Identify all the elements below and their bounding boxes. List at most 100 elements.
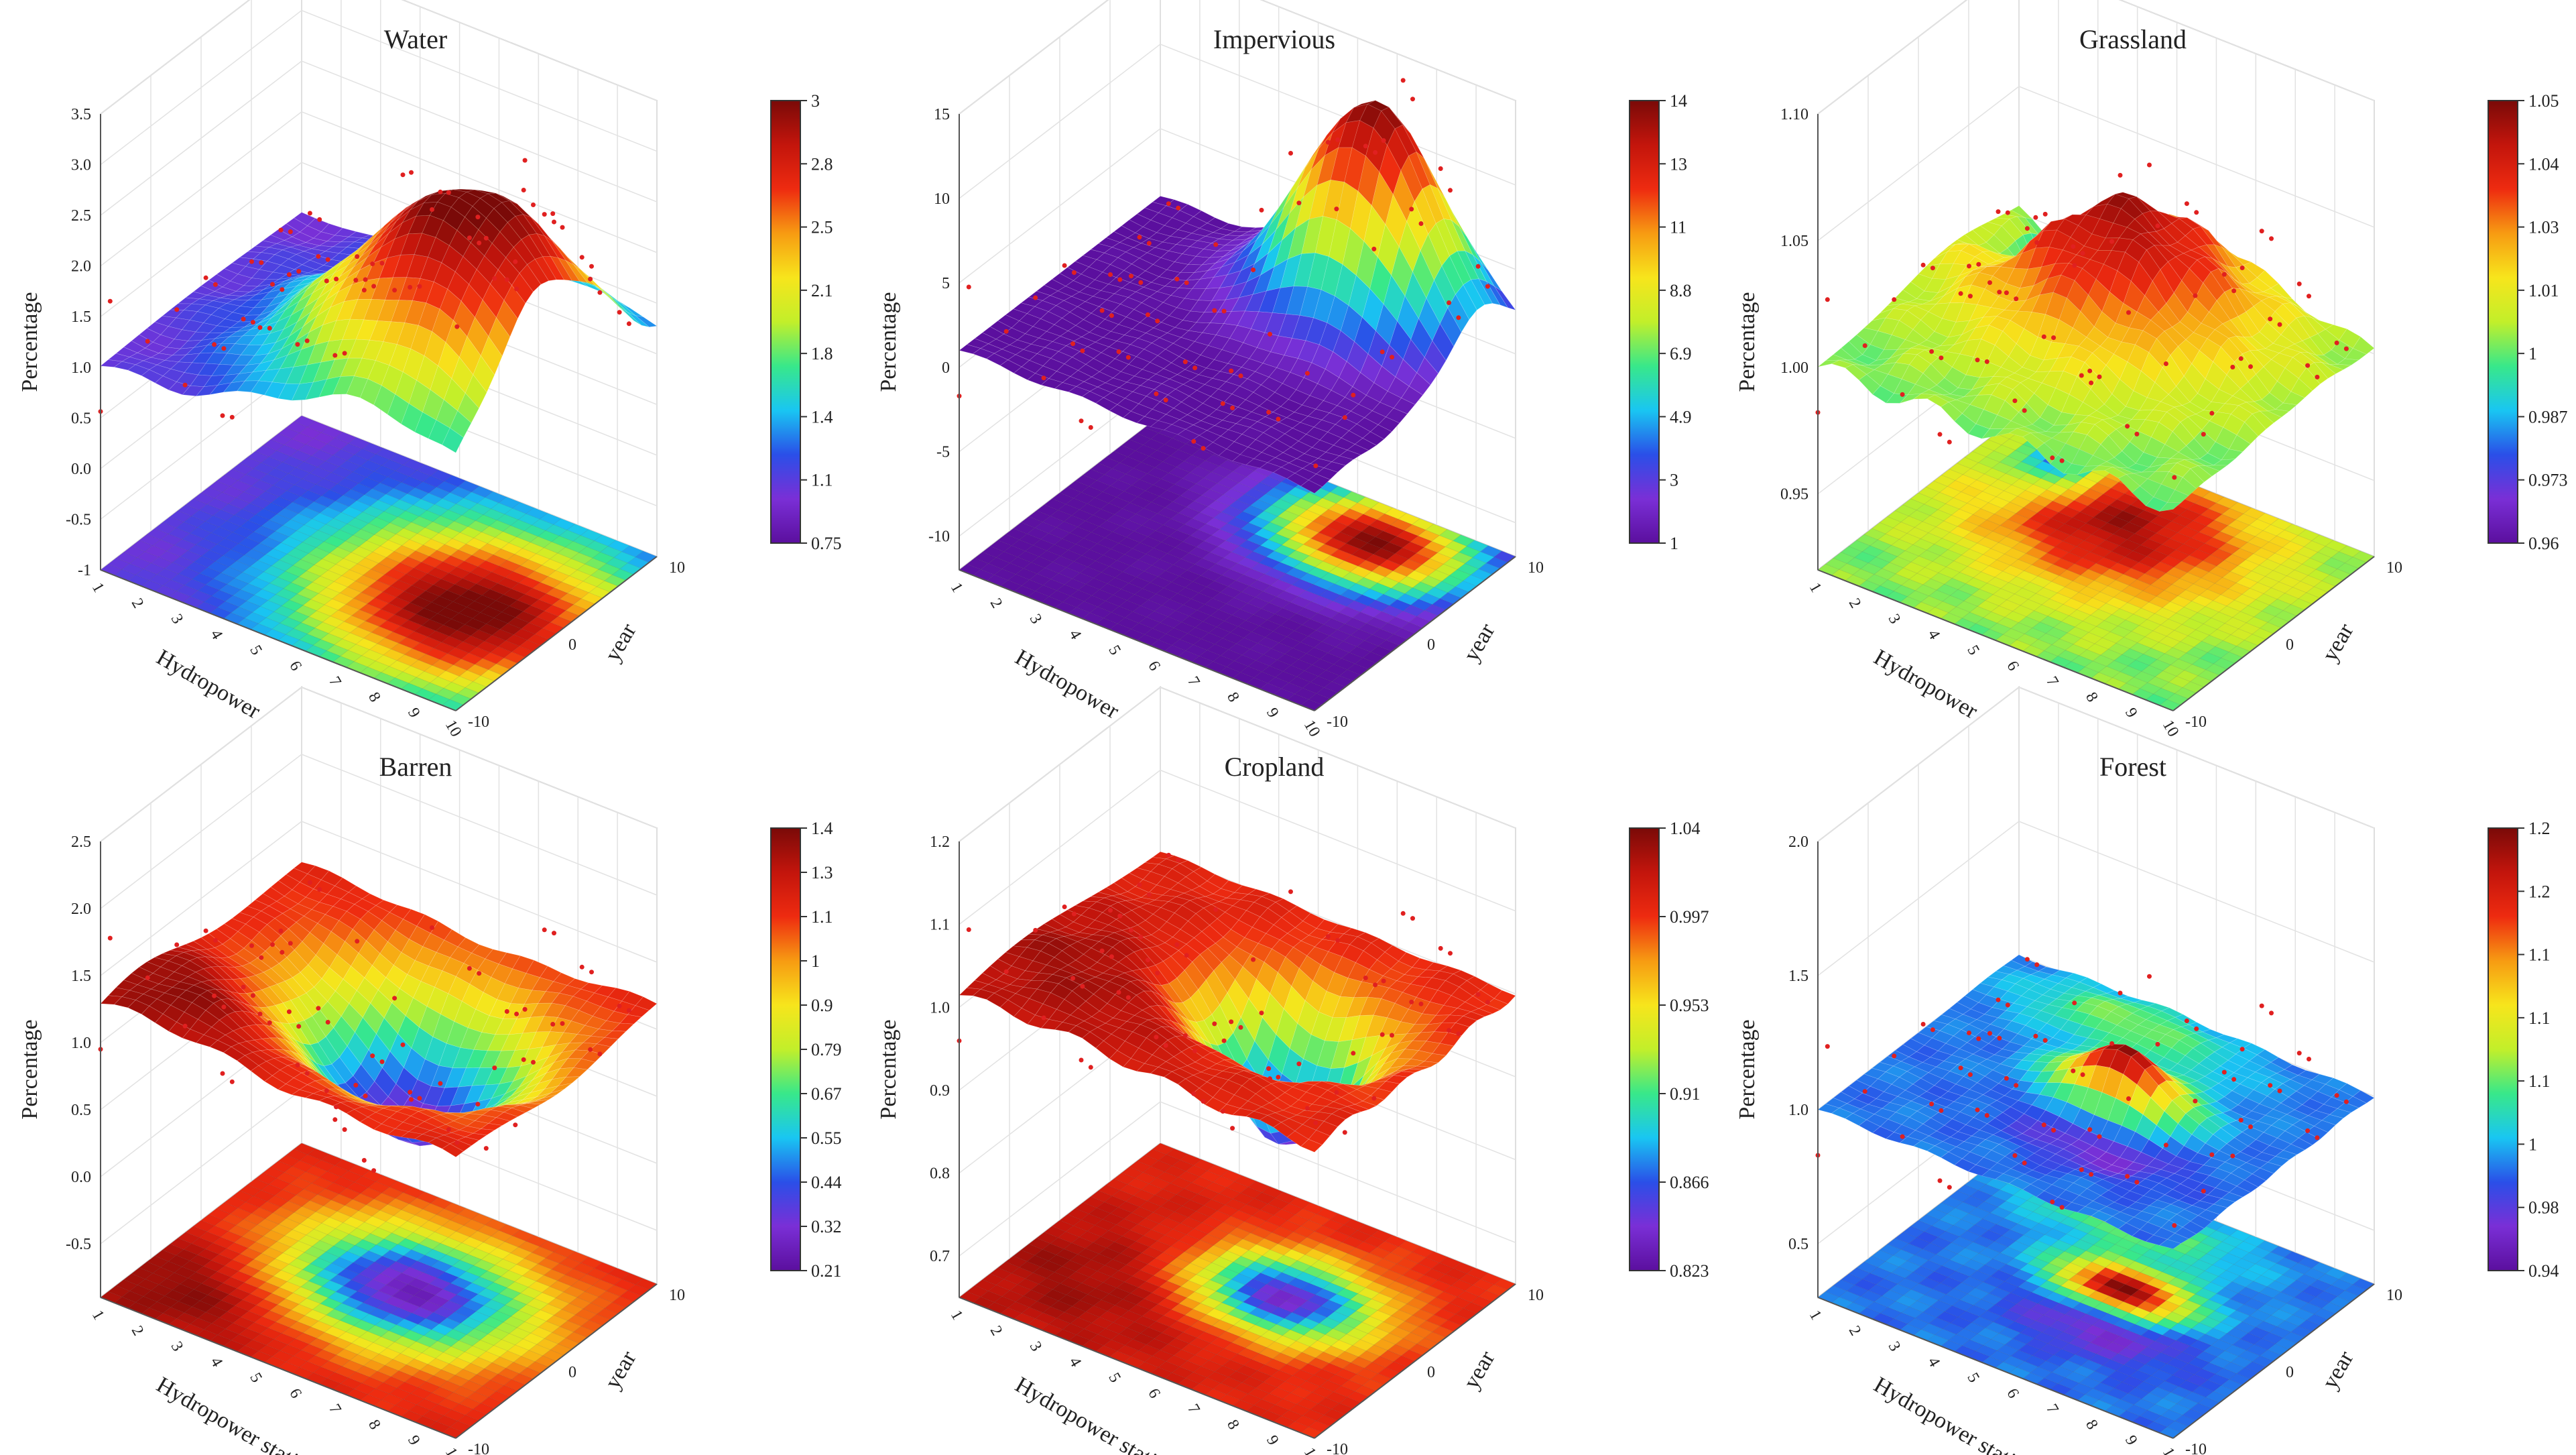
colorbar-tick-label: 0.953 [1670,996,1709,1015]
colorbar-tick-label: 3 [811,91,820,111]
z-tick-label: -0.5 [66,1236,91,1253]
x-axis-label: Hydropower station [152,1373,322,1455]
floor-contour-map [959,1143,1516,1439]
x-tick-label: 6 [1144,1385,1164,1401]
y-axis-label: year [1459,1346,1500,1393]
z-tick-label: 15 [934,106,950,123]
x-tick-label: 1 [88,580,108,595]
z-tick-label: 0.0 [71,1169,91,1186]
z-tick-label: 1.0 [930,999,950,1016]
z-tick-label: 1.05 [1780,233,1808,250]
y-tick-label: 10 [669,1287,685,1304]
colorbar-tick-label: 1.1 [2528,1071,2551,1091]
colorbar-tick-label: 0.98 [2528,1198,2559,1218]
colorbar-tick-label: 2.1 [811,281,833,300]
axis-box [959,114,1516,711]
sample-points [1815,162,2349,480]
x-tick-label: 8 [2082,689,2101,705]
z-axis-label: Percentage [1735,1019,1760,1119]
y-axis-label: year [2317,619,2359,666]
x-tick-label: 5 [1963,642,1983,658]
chart-panel-water: 3.5 3.0 2.5 2.0 1.5 1.0 0.5 0.0 -0.5 -11 2 3 4 5 6 7 8 9 1… [17,0,842,757]
z-tick-label: 2.0 [1788,833,1808,851]
z-tick-label: 2.5 [71,833,91,851]
z-tick-label: 1.0 [71,359,91,377]
colorbar-tick-label: 1.1 [811,907,833,927]
colorbar [770,827,801,1271]
colorbar-tick-label: 0.67 [811,1084,842,1104]
x-tick-label: 4 [1924,627,1943,642]
z-tick-label: 1.0 [71,1035,91,1052]
y-tick-label: -10 [1327,713,1348,731]
colorbar-tick-label: 1.2 [2528,819,2551,838]
z-tick-label: -10 [928,528,950,546]
z-axis-label: Percentage [1735,292,1760,392]
y-axis-label: year [600,619,641,666]
z-axis-label: Percentage [17,292,42,392]
sample-points [98,158,631,420]
z-tick-label: 0.8 [930,1165,950,1183]
colorbar-tick-label: 6.9 [1670,344,1692,363]
z-axis-label: Percentage [876,1019,901,1119]
x-axis-label: Hydropower station [1011,1373,1180,1455]
z-tick-label: 1.5 [1788,968,1808,985]
colorbar-tick-label: 0.32 [811,1217,842,1236]
x-tick-label: 3 [1885,1338,1904,1354]
y-tick-label: -10 [468,713,489,731]
x-tick-label: 3 [168,1338,187,1354]
x-tick-label: 10 [1300,1445,1324,1455]
z-tick-label: 2.5 [71,207,91,225]
colorbar [2488,100,2518,544]
x-tick-label: 9 [404,705,424,720]
x-tick-label: 1 [947,1307,967,1323]
colorbar-tick-label: 0.94 [2528,1261,2559,1281]
colorbar-tick-label: 1.1 [811,471,833,490]
z-tick-label: 0.5 [1788,1236,1808,1253]
y-axis-label: year [1459,619,1500,666]
colorbar-tick-label: 1.04 [2528,154,2559,174]
axis-box [100,114,658,711]
x-tick-label: 5 [1105,1370,1124,1385]
z-tick-label: 2.0 [71,900,91,918]
colorbar-tick-label: 0.866 [1670,1173,1709,1192]
floor-contour-map [100,415,658,711]
colorbar-tick-label: 0.997 [1670,907,1709,927]
x-tick-label: 7 [325,1401,345,1417]
z-tick-label: 3.5 [71,106,91,123]
sample-points [957,78,1490,469]
colorbar-tick-label: 1.01 [2528,281,2559,300]
y-axis-label: year [2317,1346,2359,1393]
x-tick-label: 6 [1144,658,1164,673]
x-tick-label: 4 [206,1354,226,1370]
z-tick-label: 10 [934,190,950,208]
chart-title: Forest [2099,752,2166,782]
colorbar-tick-label: 1.1 [2528,945,2551,965]
x-tick-label: 10 [442,717,465,740]
x-tick-label: 4 [1065,627,1085,642]
x-tick-label: 1 [88,1307,108,1323]
colorbar-tick-label: 11 [1670,218,1686,237]
x-tick-label: 10 [2159,717,2183,740]
x-tick-label: 3 [168,611,187,626]
y-tick-label: 10 [2386,1287,2402,1304]
x-tick-label: 9 [2122,705,2141,720]
x-tick-label: 1 [947,580,967,595]
surface-mesh [959,851,1516,1153]
x-tick-label: 8 [365,689,384,705]
colorbar-tick-label: 0.96 [2528,534,2559,553]
y-tick-label: -10 [2185,713,2207,731]
chart-panel-cropland: 1.2 1.1 1.0 0.9 0.8 0.7 1 2 3 4 5 6 7 8 9 10 10 0 -10 Hydro… [876,685,1709,1455]
colorbar-tick-label: 1 [2528,344,2537,363]
z-tick-label: 1.5 [71,308,91,326]
sample-points [98,880,631,1173]
x-tick-label: 4 [206,627,226,642]
x-tick-label: 8 [1223,689,1243,705]
sample-points [957,852,1490,1135]
colorbar-tick-label: 0.973 [2528,471,2568,490]
colorbar-tick-label: 14 [1670,91,1687,111]
colorbar-tick-label: 1.03 [2528,218,2559,237]
colorbar-tick-label: 1.4 [811,819,833,838]
y-tick-label: 10 [1528,559,1544,577]
x-tick-label: 7 [1184,674,1203,689]
